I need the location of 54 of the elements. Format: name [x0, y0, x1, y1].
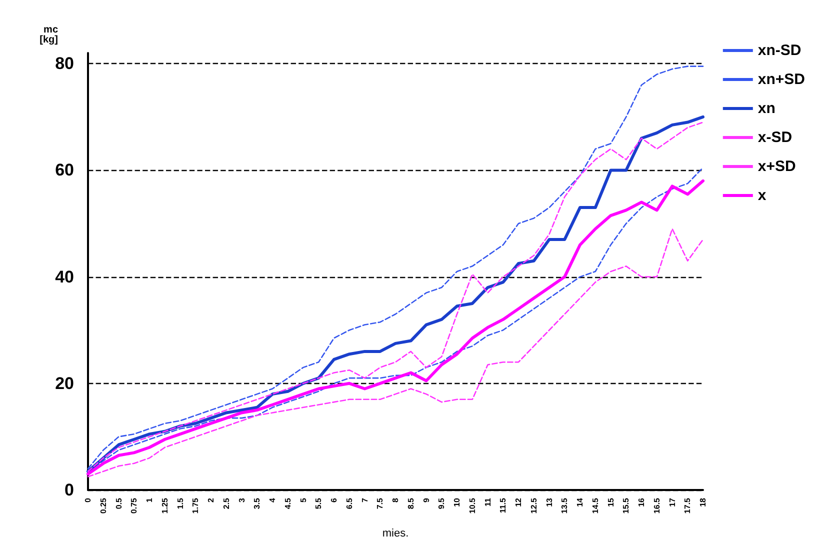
x-tick-label: 9 — [422, 497, 431, 502]
y-tick-label: 80 — [55, 54, 74, 74]
y-axis-title: mc [kg] — [40, 24, 58, 46]
legend-label: x+SD — [758, 158, 796, 175]
legend-label: xn-SD — [758, 42, 802, 59]
x-tick-label: 5 — [298, 497, 308, 502]
x-tick-label: 17.5 — [683, 497, 692, 514]
x-tick-label: 1.5 — [176, 497, 185, 510]
x-tick-label: 3 — [237, 497, 246, 502]
x-tick-label: 2 — [206, 497, 216, 502]
y-tick-label: 20 — [55, 374, 74, 393]
y-tick-label: 60 — [55, 160, 74, 180]
x-axis-title: mies. — [382, 528, 409, 540]
x-tick-label: 6.5 — [344, 497, 354, 510]
x-tick-label: 14.5 — [590, 497, 600, 514]
x-tick-label: 13.5 — [560, 497, 570, 514]
x-tick-label: 4.5 — [283, 497, 292, 510]
legend-label: x — [758, 187, 767, 204]
x-tick-label: 12 — [514, 497, 523, 507]
legend-label: xn+SD — [758, 71, 806, 88]
x-tick-label: 15 — [606, 497, 616, 507]
x-tick-label: 9.5 — [437, 497, 446, 510]
x-tick-label: 13 — [544, 497, 554, 507]
x-tick-label: 18 — [698, 497, 708, 507]
x-tick-label: 15.5 — [622, 497, 631, 514]
x-tick-label: 0 — [84, 497, 92, 502]
x-tick-label: 16.5 — [652, 497, 662, 514]
x-tick-label: 7.5 — [376, 497, 385, 510]
legend-label: x-SD — [758, 129, 792, 146]
y-tick-label: 40 — [55, 267, 74, 286]
line-series — [87, 228, 704, 478]
x-tick-label: 7 — [360, 497, 370, 502]
x-tick-label: 10.5 — [468, 497, 477, 514]
x-tick-label: 11.5 — [498, 497, 508, 514]
x-tick-label: 5.5 — [314, 497, 324, 510]
x-tick-label: 8 — [391, 497, 400, 502]
x-tick-label: 0.5 — [114, 497, 124, 510]
x-tick-label: 12.5 — [529, 497, 538, 514]
x-tick-label: 10 — [452, 497, 462, 507]
x-tick-label: 1.25 — [160, 497, 170, 514]
legend-label: xn — [758, 100, 776, 117]
x-tick-label: 17 — [668, 497, 677, 507]
x-tick-label: 8.5 — [406, 497, 416, 510]
x-tick-label: 3.5 — [252, 497, 262, 510]
x-tick-label: 6 — [330, 497, 338, 502]
x-tick-label: 16 — [637, 497, 646, 507]
x-tick-label: 11 — [483, 497, 492, 506]
x-tick-label: 2.5 — [222, 497, 231, 510]
x-tick-label: 4 — [268, 497, 277, 502]
x-tick-label: 1.75 — [191, 497, 200, 514]
x-tick-label: 0.25 — [98, 497, 108, 514]
x-tick-label: 14 — [576, 497, 584, 507]
x-tick-label: 1 — [145, 497, 154, 502]
x-tick-label: 0.75 — [130, 497, 139, 514]
